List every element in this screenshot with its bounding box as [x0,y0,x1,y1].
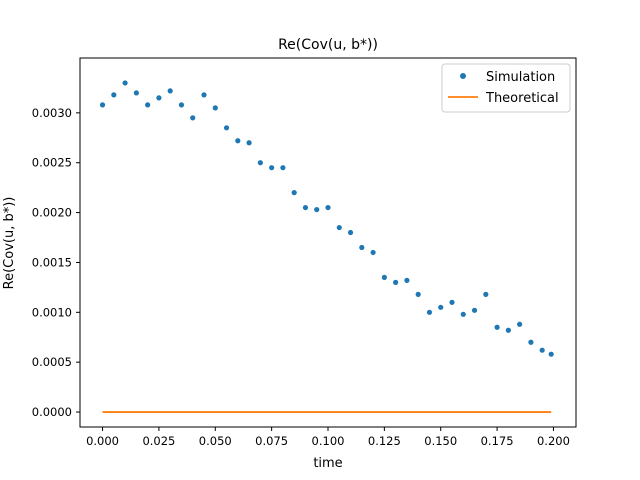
data-point-simulation [99,102,106,108]
data-point-simulation [190,115,196,121]
data-point-simulation [393,279,399,285]
data-point-simulation [336,224,342,231]
data-point-simulation [212,105,218,111]
data-point-simulation [347,229,354,236]
x-axis-label: time [313,456,342,471]
y-tick-label: 0.0015 [32,255,72,269]
data-point-simulation [223,125,230,131]
data-point-simulation [359,244,365,251]
x-tick-label: 0.200 [537,434,570,448]
legend-marker-simulation [460,73,466,79]
data-point-simulation [426,309,433,315]
legend-box [441,63,571,113]
x-tick-label: 0.025 [142,434,175,448]
y-tick-label: 0.0025 [32,156,72,170]
data-point-simulation [483,291,489,297]
data-point-simulation [280,165,286,171]
x-tick-label: 0.050 [199,434,232,448]
data-point-simulation [201,92,207,98]
series-layer [99,80,554,413]
data-point-simulation [539,347,545,353]
x-tick-label: 0.125 [368,434,401,448]
data-point-simulation [517,321,523,327]
y-tick-label: 0.0020 [32,206,72,220]
data-point-simulation [291,190,297,196]
data-point-simulation [314,206,320,213]
plot-area [79,57,577,428]
x-tick-label: 0.100 [312,434,345,448]
x-tick-label: 0.150 [424,434,457,448]
data-point-simulation [235,138,241,144]
x-tick-label: 0.175 [481,434,514,448]
y-axis-label: Re(Cov(u, b*)) [2,197,17,290]
data-point-simulation [449,299,455,305]
data-point-simulation [505,327,511,333]
data-point-simulation [145,102,151,108]
data-point-simulation [156,95,162,101]
data-point-simulation [246,140,252,146]
data-point-simulation [528,339,534,345]
data-point-simulation [257,160,263,166]
y-tick-label: 0.0005 [32,355,72,369]
data-point-simulation [325,204,331,211]
data-point-simulation [438,304,444,310]
y-tick-label: 0.0000 [32,405,72,419]
data-point-simulation [370,249,376,256]
data-point-simulation [302,204,309,211]
legend-label-simulation: Simulation [486,70,555,85]
data-point-simulation [460,311,466,317]
data-point-simulation [415,291,421,297]
data-point-simulation [122,80,128,86]
y-tick-label: 0.0030 [32,106,72,120]
chart-title: Re(Cov(u, b*)) [278,37,378,53]
data-point-simulation [111,92,117,98]
data-point-simulation [381,274,387,281]
x-tick-label: 0.000 [86,434,119,448]
legend-label-theoretical: Theoretical [485,91,559,106]
y-tick-label: 0.0010 [32,305,72,319]
legend: Simulation Theoretical [441,63,571,113]
data-point-simulation [471,307,478,313]
x-tick-label: 0.075 [255,434,288,448]
data-point-simulation [404,277,410,283]
data-point-simulation [133,90,139,96]
x-axis: 0.000 0.025 0.050 0.075 0.100 0.125 0.150 0.175… [86,427,570,448]
data-point-simulation [548,351,554,357]
y-axis: 0.0000 0.0005 0.0010 0.0015 0.0020 0.0025 0.00… [32,106,80,419]
data-point-simulation [494,324,500,330]
data-point-simulation [167,88,173,94]
data-point-simulation [269,165,275,171]
data-point-simulation [178,102,185,108]
